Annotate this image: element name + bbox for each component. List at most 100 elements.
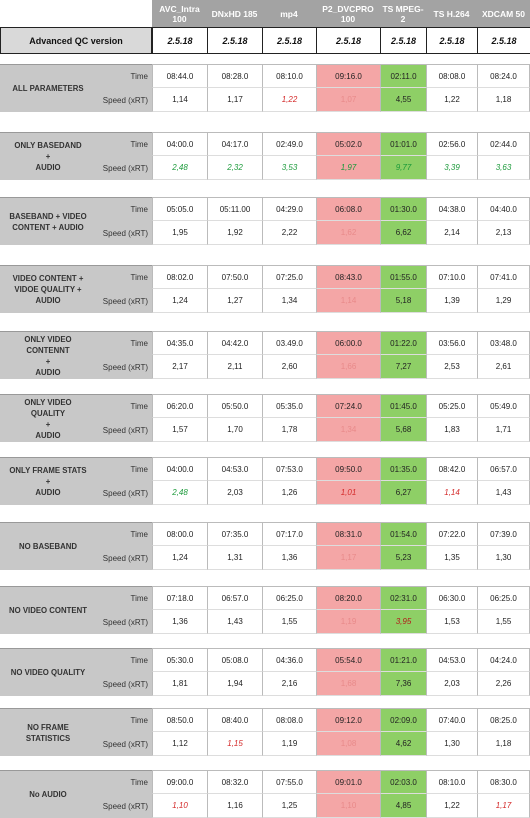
column-header-line: DNxHD 185	[211, 8, 258, 19]
time-value-cell: 01:21.0	[380, 648, 426, 672]
time-value-cell: 05:30.0	[152, 648, 207, 672]
time-value-cell: 01:30.0	[380, 197, 426, 221]
time-metric-label: Time	[96, 586, 152, 610]
group-label-text: ONLY VIDEO QUALITY + AUDIO	[24, 397, 71, 441]
speed-value-cell: 2,53	[426, 355, 477, 379]
time-value-cell: 08:10.0	[262, 64, 316, 88]
column-header-line: AVC_Intra	[159, 3, 200, 14]
column-header-line: mp4	[280, 8, 298, 19]
speed-value-cell: 2,14	[426, 221, 477, 245]
group-label-line: NO VIDEO CONTENT	[9, 606, 87, 615]
group-label-line: QUALITY	[30, 408, 66, 418]
column-header-line: XDCAM 50	[482, 8, 525, 19]
speed-value-cell: 2,48	[152, 481, 207, 505]
time-value-cell: 07:22.0	[426, 522, 477, 546]
speed-value-cell: 2,22	[262, 221, 316, 245]
group-label-line: No AUDIO	[29, 790, 67, 799]
test-group: ONLY VIDEO QUALITY + AUDIO Time 06:20.0 05:50.…	[0, 394, 530, 442]
time-value-cell: 06:57.0	[207, 586, 262, 610]
speed-value-cell: 2,03	[426, 672, 477, 696]
time-value-cell: 05:05.0	[152, 197, 207, 221]
speed-value-cell: 1,83	[426, 418, 477, 442]
group-label-text: VIDEO CONTENT + VIDOE QUALITY + AUDIO	[13, 273, 84, 306]
time-value-cell: 08:20.0	[316, 586, 380, 610]
group-label: No AUDIO	[0, 770, 96, 818]
speed-value-cell: 1,92	[207, 221, 262, 245]
version-cell: 2.5.18	[316, 27, 380, 54]
speed-value-cell: 1,07	[316, 88, 380, 112]
speed-value-cell: 4,85	[380, 794, 426, 818]
test-group: NO BASEBAND Time 08:00.0 07:35.0 07:17.0 08:3…	[0, 522, 530, 570]
speed-value-cell: 4,55	[380, 88, 426, 112]
speed-value-cell: 1,27	[207, 289, 262, 313]
speed-value-cell: 1,29	[477, 289, 530, 313]
speed-value-cell: 2,17	[152, 355, 207, 379]
speed-value-cell: 1,14	[316, 289, 380, 313]
column-header-line: 100	[340, 13, 356, 24]
speed-metric-label: Speed (xRT)	[96, 610, 152, 634]
time-value-cell: 04:40.0	[477, 197, 530, 221]
group-label-line: +	[45, 477, 51, 486]
time-value-cell: 06:30.0	[426, 586, 477, 610]
speed-metric-label: Speed (xRT)	[96, 355, 152, 379]
time-value-cell: 04:24.0	[477, 648, 530, 672]
group-label: ONLY BASEDAND + AUDIO	[0, 132, 96, 180]
speed-metric-label: Speed (xRT)	[96, 732, 152, 756]
group-label-line: AUDIO	[35, 430, 61, 440]
speed-value-cell: 1,12	[152, 732, 207, 756]
column-header: XDCAM 50	[477, 0, 530, 27]
time-value-cell: 07:25.0	[262, 265, 316, 289]
time-value-cell: 07:10.0	[426, 265, 477, 289]
time-value-cell: 08:42.0	[426, 457, 477, 481]
speed-value-cell: 5,23	[380, 546, 426, 570]
time-value-cell: 05:11.00	[207, 197, 262, 221]
test-group: ALL PARAMETERS Time 08:44.0 08:28.0 08:10.0 0…	[0, 64, 530, 112]
speed-value-cell: 1,78	[262, 418, 316, 442]
time-value-cell: 01:54.0	[380, 522, 426, 546]
time-value-cell: 09:16.0	[316, 64, 380, 88]
time-value-cell: 02:11.0	[380, 64, 426, 88]
test-group: BASEBAND + VIDEO CONTENT + AUDIO Time 05:05…	[0, 197, 530, 245]
column-header: P2_DVCPRO 100	[316, 0, 380, 27]
time-value-cell: 06:25.0	[477, 586, 530, 610]
speed-value-cell: 1,70	[207, 418, 262, 442]
version-cell: 2.5.18	[152, 27, 207, 54]
group-label: ONLY VIDEO CONTENNT + AUDIO	[0, 331, 96, 379]
version-cell: 2.5.18	[380, 27, 426, 54]
speed-value-cell: 1,18	[477, 88, 530, 112]
time-value-cell: 09:01.0	[316, 770, 380, 794]
speed-metric-label: Speed (xRT)	[96, 794, 152, 818]
time-metric-label: Time	[96, 770, 152, 794]
time-value-cell: 04:36.0	[262, 648, 316, 672]
column-header: AVC_Intra 100	[152, 0, 207, 27]
time-value-cell: 08:31.0	[316, 522, 380, 546]
time-value-cell: 07:24.0	[316, 394, 380, 418]
speed-value-cell: 1,01	[316, 481, 380, 505]
group-label: BASEBAND + VIDEO CONTENT + AUDIO	[0, 197, 96, 245]
column-header: TS MPEG- 2	[380, 0, 426, 27]
speed-value-cell: 1,30	[426, 732, 477, 756]
time-value-cell: 02:44.0	[477, 132, 530, 156]
time-metric-label: Time	[96, 265, 152, 289]
time-value-cell: 05:54.0	[316, 648, 380, 672]
time-value-cell: 06:08.0	[316, 197, 380, 221]
speed-value-cell: 6,62	[380, 221, 426, 245]
speed-value-cell: 1,97	[316, 156, 380, 180]
group-label-line: NO VIDEO QUALITY	[10, 668, 86, 677]
group-label: NO BASEBAND	[0, 522, 96, 570]
group-label-line: ALL PARAMETERS	[12, 84, 84, 93]
speed-value-cell: 1,36	[262, 546, 316, 570]
group-label-line: BASEBAND + VIDEO	[9, 211, 87, 221]
speed-value-cell: 5,18	[380, 289, 426, 313]
column-header-label: TS H.264	[434, 9, 470, 19]
speed-value-cell: 6,27	[380, 481, 426, 505]
group-label-line: STATISTICS	[25, 733, 71, 743]
version-cell: 2.5.18	[477, 27, 530, 54]
group-label-line: CONTENNT	[26, 345, 70, 355]
speed-value-cell: 1,57	[152, 418, 207, 442]
time-value-cell: 08:43.0	[316, 265, 380, 289]
group-label-text: ONLY BASEDAND + AUDIO	[14, 140, 81, 173]
time-value-cell: 07:55.0	[262, 770, 316, 794]
time-value-cell: 08:08.0	[262, 708, 316, 732]
group-label-line: AUDIO	[35, 296, 61, 305]
